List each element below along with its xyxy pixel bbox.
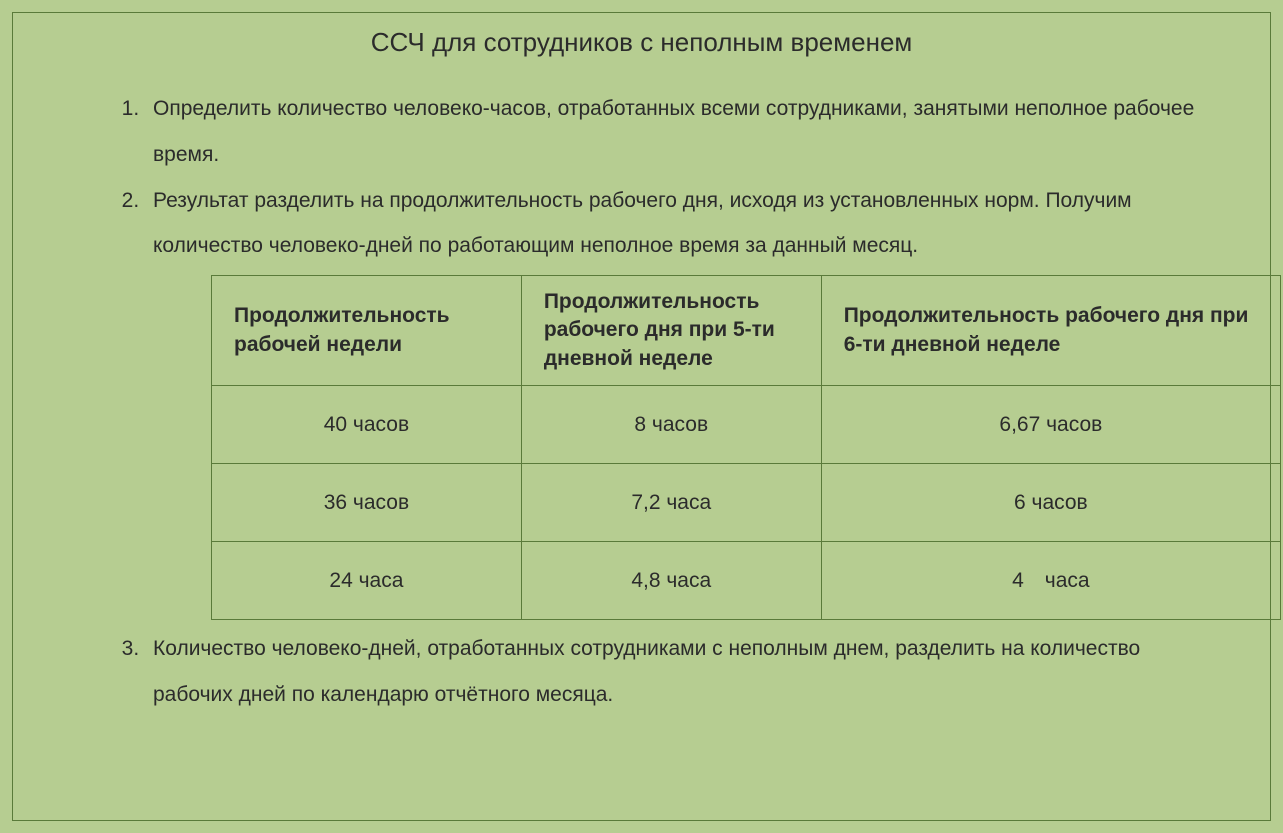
table-cell: 4,8 часа xyxy=(521,542,821,620)
table-header-cell: Продолжительность рабочей недели xyxy=(212,276,522,386)
step-1: Определить количество человеко-часов, от… xyxy=(145,86,1222,178)
table-cell: 8 часов xyxy=(521,386,821,464)
content-frame: ССЧ для сотрудников с неполным временем … xyxy=(12,12,1271,821)
page-outer: ССЧ для сотрудников с неполным временем … xyxy=(0,0,1283,833)
step-2-text: Результат разделить на продолжительность… xyxy=(153,189,1132,258)
table-cell: 4 часа xyxy=(821,542,1280,620)
table-header-row: Продолжительность рабочей недели Продолж… xyxy=(212,276,1281,386)
table-header-cell: Продолжительность рабочего дня при 6-ти … xyxy=(821,276,1280,386)
table-row: 40 часов 8 часов 6,67 часов xyxy=(212,386,1281,464)
steps-list: Определить количество человеко-часов, от… xyxy=(61,86,1222,718)
table-cell: 40 часов xyxy=(212,386,522,464)
step-3-text: Количество человеко-дней, отработанных с… xyxy=(153,637,1140,706)
table-row: 36 часов 7,2 часа 6 часов xyxy=(212,464,1281,542)
step-3: Количество человеко-дней, отработанных с… xyxy=(145,626,1222,718)
table-header-cell: Продолжительность рабочего дня при 5-ти … xyxy=(521,276,821,386)
step-1-text: Определить количество человеко-часов, от… xyxy=(153,97,1194,166)
table-cell: 6 часов xyxy=(821,464,1280,542)
table-cell: 6,67 часов xyxy=(821,386,1280,464)
table-cell: 36 часов xyxy=(212,464,522,542)
table-cell: 24 часа xyxy=(212,542,522,620)
table-cell: 7,2 часа xyxy=(521,464,821,542)
table-row: 24 часа 4,8 часа 4 часа xyxy=(212,542,1281,620)
workhours-table: Продолжительность рабочей недели Продолж… xyxy=(211,275,1281,620)
page-title: ССЧ для сотрудников с неполным временем xyxy=(61,27,1222,58)
step-2: Результат разделить на продолжительность… xyxy=(145,178,1222,621)
